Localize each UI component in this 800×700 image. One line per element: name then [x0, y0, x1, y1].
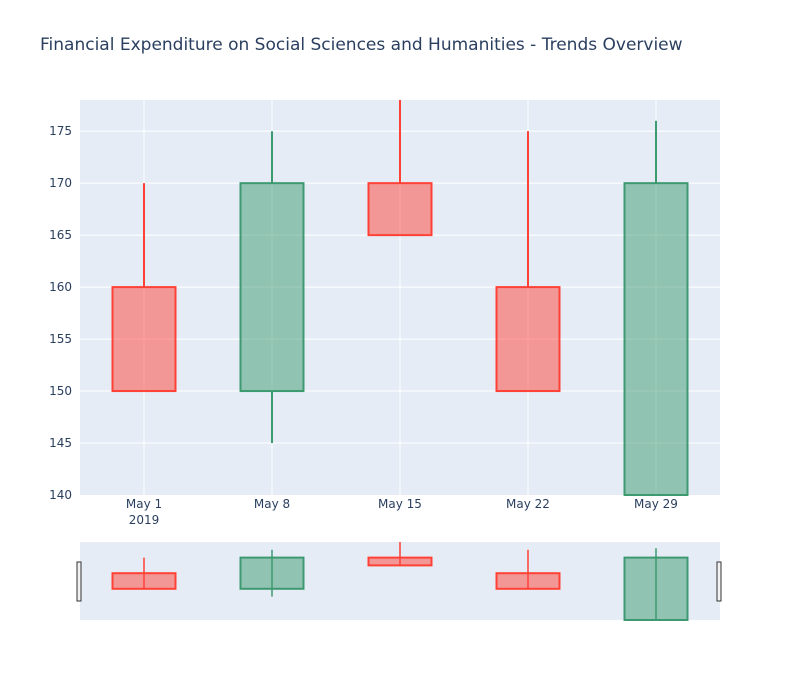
chart-title: Financial Expenditure on Social Sciences…: [40, 35, 683, 55]
y-axis-ticks: 140 145 150 155 160 165 170 175: [49, 124, 72, 502]
range-slider-right-handle[interactable]: [716, 561, 722, 602]
candle: [623, 120, 689, 496]
mini-candle: [239, 549, 305, 597]
y-tick-label: 140: [49, 488, 72, 502]
y-tick-label: 175: [49, 124, 72, 138]
mini-candle: [495, 549, 561, 590]
y-tick-label: 150: [49, 384, 72, 398]
candle: [495, 131, 561, 393]
x-tick-label: May 22: [506, 497, 550, 511]
mini-candle: [367, 542, 433, 567]
mini-candle: [111, 557, 177, 590]
y-tick-label: 160: [49, 280, 72, 294]
mini-candle-body: [111, 572, 177, 590]
candle-body: [495, 286, 561, 393]
mini-candle-body: [623, 556, 689, 621]
range-slider-candles: [111, 542, 689, 621]
mini-candle-body: [495, 572, 561, 590]
mini-candle-body: [239, 556, 305, 590]
x-tick-label: May 29: [634, 497, 678, 511]
x-tick-label: May 8: [254, 497, 290, 511]
candles: [111, 100, 689, 496]
mini-candle-body: [367, 556, 433, 567]
x-axis-ticks: May 1 May 8 May 15 May 22 May 29: [126, 497, 678, 511]
x-tick-label: May 1: [126, 497, 162, 511]
x-year-label: 2019: [129, 513, 160, 527]
candle-body: [111, 286, 177, 393]
candle: [367, 100, 433, 237]
candle: [111, 183, 177, 393]
candle-body: [239, 182, 305, 393]
mini-candle: [623, 548, 689, 621]
range-slider-left-handle[interactable]: [76, 561, 82, 602]
y-tick-label: 155: [49, 332, 72, 346]
x-tick-label: May 15: [378, 497, 422, 511]
y-tick-label: 170: [49, 176, 72, 190]
y-tick-label: 165: [49, 228, 72, 242]
candle: [239, 131, 305, 444]
candle-body: [623, 182, 689, 496]
candle-body: [367, 182, 433, 237]
y-tick-label: 145: [49, 436, 72, 450]
